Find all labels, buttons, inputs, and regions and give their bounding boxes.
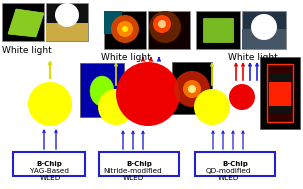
Bar — [196, 11, 240, 49]
Circle shape — [61, 9, 73, 21]
Bar — [80, 63, 124, 117]
Text: YAG-Based
WLED: YAG-Based WLED — [31, 168, 69, 181]
Bar — [104, 11, 122, 34]
Bar — [269, 74, 291, 82]
Circle shape — [149, 11, 181, 43]
Bar — [260, 57, 300, 129]
Bar — [267, 64, 293, 122]
Circle shape — [28, 82, 72, 126]
Text: QD-modified
WLED: QD-modified WLED — [205, 168, 251, 181]
Bar — [269, 106, 291, 114]
Circle shape — [116, 62, 180, 126]
Circle shape — [55, 3, 79, 27]
Circle shape — [258, 21, 270, 33]
Bar — [269, 74, 291, 114]
Text: White light: White light — [2, 46, 52, 55]
Bar — [172, 62, 212, 114]
Circle shape — [153, 15, 171, 33]
Bar — [242, 29, 286, 49]
Circle shape — [174, 71, 210, 107]
FancyBboxPatch shape — [99, 152, 179, 176]
Bar — [148, 11, 190, 49]
Circle shape — [158, 20, 166, 28]
Circle shape — [111, 15, 139, 43]
Bar — [46, 3, 88, 41]
Text: Nitride-modified
WLED: Nitride-modified WLED — [104, 168, 162, 181]
Polygon shape — [8, 9, 44, 37]
Circle shape — [194, 89, 230, 125]
Circle shape — [117, 21, 133, 37]
Bar — [242, 11, 286, 49]
Text: White light: White light — [228, 53, 278, 62]
Text: B-Chip: B-Chip — [126, 161, 152, 167]
FancyBboxPatch shape — [13, 152, 85, 176]
Ellipse shape — [90, 76, 114, 106]
Bar — [104, 11, 146, 49]
Circle shape — [229, 84, 255, 110]
Text: B-Chip: B-Chip — [222, 161, 248, 167]
Circle shape — [188, 85, 196, 93]
Circle shape — [98, 89, 134, 125]
FancyBboxPatch shape — [195, 152, 275, 176]
Circle shape — [183, 80, 201, 98]
Text: White light: White light — [101, 53, 151, 62]
Circle shape — [251, 14, 277, 40]
Bar — [203, 18, 233, 42]
Bar — [2, 3, 44, 41]
Text: B-Chip: B-Chip — [36, 161, 62, 167]
Bar — [46, 23, 88, 41]
Circle shape — [122, 26, 128, 32]
